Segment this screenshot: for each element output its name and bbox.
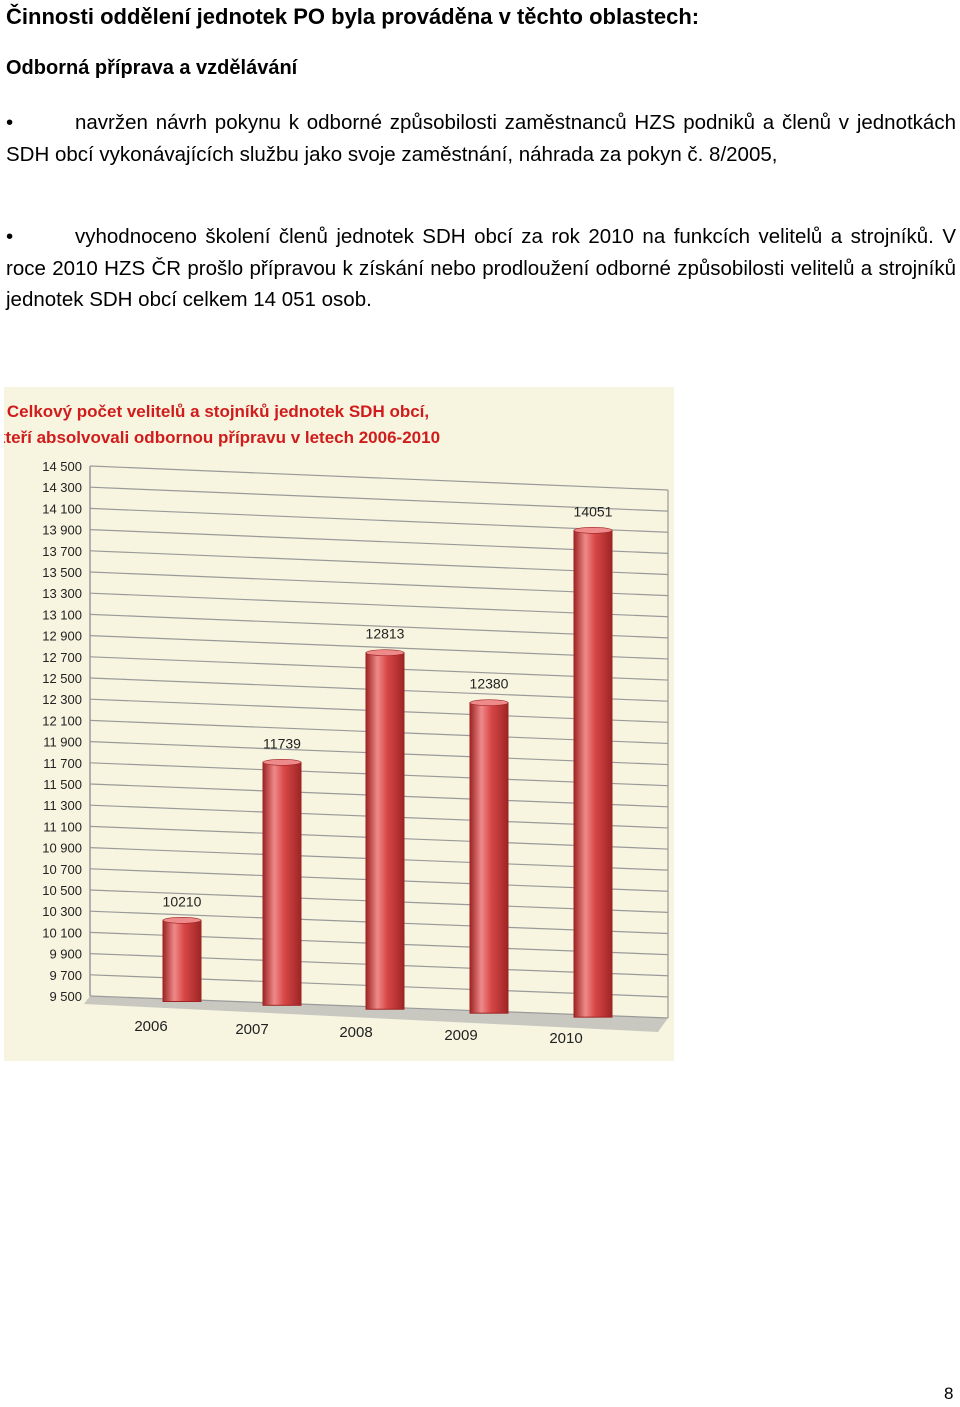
y-tick-label: 10 500	[42, 883, 82, 898]
y-tick-label: 12 100	[42, 713, 82, 728]
bar	[573, 529, 613, 1018]
bar-group	[262, 758, 302, 1006]
page-number: 8	[944, 1384, 954, 1403]
y-tick-label: 11 300	[43, 798, 82, 813]
gridline	[89, 550, 669, 576]
y-tick-label: 9 700	[49, 968, 82, 983]
y-tick-label: 9 500	[49, 989, 82, 1004]
bar-value-label: 11739	[263, 735, 301, 751]
gridline	[89, 571, 669, 597]
bar	[469, 702, 509, 1014]
y-tick-label: 12 500	[42, 671, 82, 686]
gridline	[89, 592, 669, 618]
bar-value-label: 10210	[163, 893, 202, 909]
chart-floor	[84, 996, 668, 1032]
bar-group	[365, 649, 405, 1010]
bar-chart: Celkový počet velitelů a stojníků jednot…	[4, 387, 674, 1061]
y-tick-label: 9 900	[49, 947, 82, 962]
bullet-marker: •	[6, 225, 14, 248]
bullet-item: • navržen návrh pokynu k odborné způsobil…	[6, 107, 956, 170]
gridline	[89, 486, 669, 512]
bullet-text: vyhodnoceno školení členů jednotek SDH o…	[6, 225, 956, 311]
y-tick-label: 10 100	[42, 925, 82, 940]
y-tick-label: 10 900	[42, 841, 82, 856]
bar	[365, 652, 405, 1010]
bar-top	[469, 699, 509, 707]
y-tick-label: 13 500	[42, 565, 82, 580]
bullet-marker: •	[6, 111, 14, 134]
bar-top	[365, 649, 405, 657]
gridline	[89, 613, 669, 639]
y-tick-label: 13 100	[42, 607, 82, 622]
y-tick-label: 11 100	[43, 819, 82, 834]
y-tick-label: 10 300	[42, 904, 82, 919]
bar-value-label: 12813	[366, 626, 405, 642]
bullet-text: navržen návrh pokynu k odborné způsobilo…	[6, 111, 956, 166]
y-tick-label: 13 300	[42, 586, 82, 601]
gridline	[89, 529, 669, 554]
bar-value-label: 14051	[574, 503, 613, 519]
section-heading: Činnosti oddělení jednotek PO byla prová…	[6, 4, 700, 29]
x-tick-label: 2010	[549, 1030, 582, 1047]
gridline	[89, 507, 669, 533]
chart-background	[4, 387, 674, 1061]
bar-top	[162, 916, 202, 924]
y-tick-label: 11 900	[43, 735, 82, 750]
bar-top	[262, 758, 302, 766]
y-tick-label: 13 900	[42, 523, 82, 538]
bar-top	[573, 527, 613, 534]
y-tick-label: 12 900	[42, 629, 82, 644]
x-tick-label: 2007	[235, 1021, 268, 1038]
gridline	[89, 465, 669, 491]
x-tick-label: 2008	[339, 1024, 372, 1041]
chart-title-line: Celkový počet velitelů a stojníků jednot…	[7, 402, 429, 421]
bullet-item: • vyhodnoceno školení členů jednotek SDH …	[6, 221, 956, 316]
subsection-heading: Odborná příprava a vzdělávání	[6, 57, 298, 79]
y-tick-label: 12 300	[42, 692, 82, 707]
y-tick-label: 11 500	[43, 777, 82, 792]
bar-value-label: 12380	[470, 676, 509, 692]
y-tick-label: 10 700	[42, 862, 82, 877]
y-tick-label: 14 300	[42, 480, 82, 495]
chart-title-line: kteří absolvovali odbornou přípravu v le…	[4, 428, 440, 447]
y-tick-label: 12 700	[42, 650, 82, 665]
y-tick-label: 14 500	[42, 459, 82, 474]
chart-canvas: Celkový počet velitelů a stojníků jednot…	[4, 387, 674, 1061]
bar-group	[573, 527, 613, 1018]
bar-group	[469, 699, 509, 1014]
y-tick-label: 11 700	[43, 756, 82, 771]
bar	[162, 919, 202, 1003]
y-tick-label: 13 700	[42, 544, 82, 559]
x-tick-label: 2006	[134, 1018, 167, 1035]
gridline	[89, 635, 669, 660]
x-tick-label: 2009	[444, 1027, 477, 1044]
bar-group	[162, 916, 202, 1003]
bar	[262, 761, 302, 1006]
y-tick-label: 14 100	[42, 501, 82, 516]
